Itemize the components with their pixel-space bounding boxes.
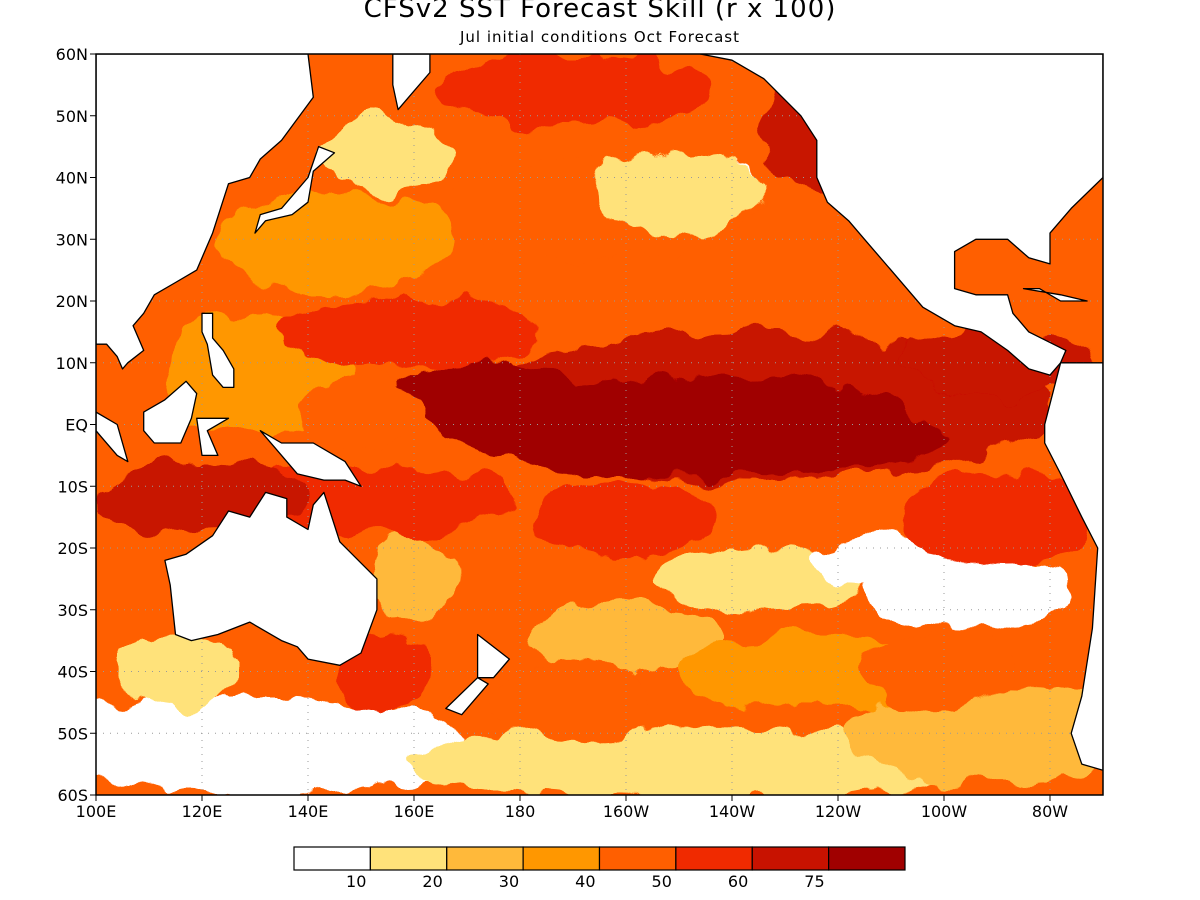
legend-threshold-label: 40 bbox=[575, 872, 595, 891]
legend-swatch bbox=[598, 846, 677, 871]
lon-tick-label: 160W bbox=[603, 802, 650, 821]
lat-tick-label: 40S bbox=[57, 663, 88, 682]
lat-tick-label: EQ bbox=[65, 416, 88, 435]
new-zealand-south-landmass bbox=[445, 677, 489, 716]
lon-tick-label: 100W bbox=[921, 802, 968, 821]
north-america-landmass bbox=[699, 54, 1103, 376]
lon-tick-label: 140E bbox=[288, 802, 329, 821]
lat-tick-label: 60S bbox=[57, 786, 88, 805]
lat-tick-label: 60N bbox=[56, 45, 88, 64]
skill-contour-blob bbox=[901, 467, 1093, 567]
lon-tick-label: 120E bbox=[182, 802, 223, 821]
philippines-landmass bbox=[201, 312, 235, 389]
legend-threshold-label: 10 bbox=[346, 872, 366, 891]
land-masses bbox=[96, 54, 1103, 771]
borneo-landmass bbox=[143, 380, 198, 444]
lat-tick-label: 30N bbox=[56, 230, 88, 249]
axis-ticks: 60N50N40N30N20N10NEQ10S20S30S40S50S60S10… bbox=[56, 45, 1069, 821]
japan-landmass bbox=[254, 145, 336, 234]
legend-threshold-label: 50 bbox=[652, 872, 672, 891]
south-america-landmass bbox=[1044, 362, 1103, 771]
skill-contour-blob bbox=[414, 727, 944, 795]
lon-tick-label: 160E bbox=[394, 802, 435, 821]
legend-swatch bbox=[828, 846, 906, 871]
legend-swatch bbox=[446, 846, 524, 871]
lat-tick-label: 10N bbox=[56, 354, 88, 373]
skill-contour-blob bbox=[96, 696, 467, 795]
skill-contour-blob bbox=[297, 375, 425, 450]
skill-contour-blob bbox=[594, 146, 764, 234]
color-legend: 10 20 30 40 50 60 75 bbox=[293, 846, 906, 891]
legend-threshold-label: 75 bbox=[804, 872, 824, 891]
legend-swatch bbox=[522, 846, 601, 871]
lat-tick-label: 40N bbox=[56, 169, 88, 188]
skill-contour-blob bbox=[323, 115, 452, 190]
page-subtitle: Jul initial conditions Oct Forecast bbox=[460, 28, 740, 46]
lat-tick-label: 20N bbox=[56, 292, 88, 311]
lat-tick-label: 10S bbox=[57, 477, 88, 496]
skill-contour-blob bbox=[838, 683, 1103, 783]
skill-contour-blob bbox=[652, 548, 865, 610]
legend-swatch bbox=[293, 846, 371, 871]
skill-contour-blob bbox=[111, 634, 240, 709]
legend-threshold-label: 60 bbox=[728, 872, 748, 891]
lon-tick-label: 80W bbox=[1032, 802, 1068, 821]
plot-area bbox=[96, 54, 1103, 795]
lon-tick-label: 140W bbox=[709, 802, 756, 821]
australia-landmass bbox=[164, 491, 378, 666]
lon-tick-label: 100E bbox=[76, 802, 117, 821]
legend-threshold-label: 20 bbox=[422, 872, 442, 891]
new-zealand-landmass bbox=[476, 633, 511, 679]
legend-swatch bbox=[369, 846, 448, 871]
sulawesi-landmass bbox=[196, 417, 230, 457]
skill-contour-blob bbox=[371, 529, 457, 629]
legend-threshold-label: 30 bbox=[499, 872, 519, 891]
skill-contour-blob bbox=[530, 603, 722, 678]
skill-contour-blob bbox=[493, 665, 653, 740]
lon-tick-label: 180 bbox=[505, 802, 536, 821]
legend-swatch bbox=[751, 846, 830, 871]
legend-swatch bbox=[675, 846, 753, 871]
lat-tick-label: 30S bbox=[57, 601, 88, 620]
skill-contour-blob bbox=[530, 480, 722, 555]
skill-contour-blob bbox=[398, 362, 589, 437]
page-title: CFSv2 SST Forecast Skill (r x 100) bbox=[363, 0, 837, 24]
skill-contour-blob bbox=[440, 54, 706, 129]
asia-mainland-landmass bbox=[96, 54, 314, 370]
lat-tick-label: 50S bbox=[57, 724, 88, 743]
skill-contour-blob bbox=[281, 294, 547, 369]
lat-tick-label: 50N bbox=[56, 107, 88, 126]
skill-contour-blob bbox=[626, 399, 944, 474]
sumatra-landmass bbox=[96, 411, 129, 463]
new-guinea-landmass bbox=[259, 430, 362, 487]
kamchatka-landmass bbox=[392, 54, 431, 111]
lon-tick-label: 120W bbox=[815, 802, 862, 821]
lat-tick-label: 20S bbox=[57, 539, 88, 558]
cuba-landmass bbox=[1022, 287, 1088, 302]
